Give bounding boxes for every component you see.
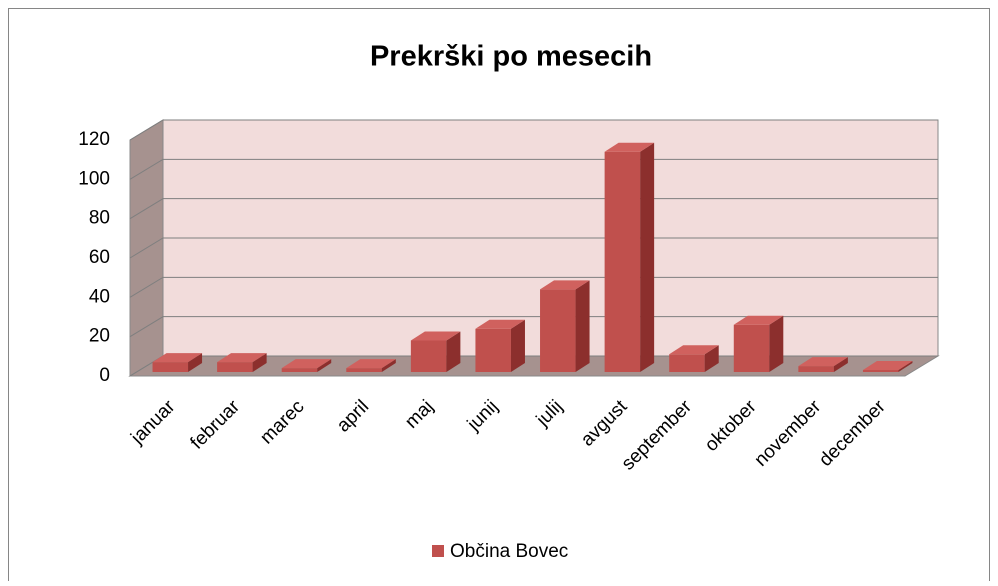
bar	[669, 345, 719, 372]
bar-face	[862, 370, 899, 372]
grid-line	[129, 198, 938, 220]
bar	[152, 353, 203, 372]
bar-face	[798, 366, 834, 372]
bar-face	[898, 361, 913, 372]
grid-line	[129, 237, 938, 259]
bar-face	[862, 361, 913, 371]
bar-face	[281, 359, 332, 369]
y-tick-label: 60	[89, 247, 110, 268]
bar-face	[669, 354, 705, 372]
bar-face	[604, 142, 655, 152]
bar-face	[833, 357, 848, 372]
bar-face	[188, 353, 203, 372]
bar	[540, 280, 590, 372]
legend-label: Občina Bovec	[450, 541, 568, 562]
bar-face	[704, 345, 719, 372]
y-tick-label: 100	[78, 168, 110, 189]
bar-face	[217, 362, 253, 372]
bar-face	[410, 331, 461, 341]
grid-line	[129, 276, 938, 298]
y-tick-label: 80	[89, 208, 110, 229]
grid-line	[129, 316, 938, 338]
bar-face	[381, 359, 396, 372]
grid-line	[129, 158, 938, 180]
bar-face	[346, 368, 382, 372]
bar-face	[733, 324, 770, 372]
bar-face	[733, 315, 784, 325]
bar-face	[217, 353, 267, 363]
bar-face	[510, 319, 525, 372]
bar	[604, 142, 655, 372]
bar-face	[317, 359, 332, 372]
bar	[798, 357, 848, 372]
bar	[217, 353, 267, 372]
grid-line	[129, 119, 938, 141]
bar-face	[640, 142, 655, 372]
bar-face	[540, 289, 576, 372]
bar-face	[475, 319, 525, 329]
bar	[862, 361, 913, 372]
bar	[346, 359, 396, 372]
bar-face	[540, 280, 590, 290]
legend-swatch	[432, 545, 444, 557]
bar-face	[252, 353, 267, 372]
chart-title: Prekrški po mesecih	[370, 41, 652, 73]
bar-face	[669, 345, 719, 355]
bar-face	[798, 357, 848, 367]
bar	[410, 331, 461, 372]
bar-face	[475, 328, 511, 372]
bar	[733, 315, 784, 372]
bar-face	[281, 368, 318, 372]
bar-face	[769, 315, 784, 372]
bar-face	[575, 280, 590, 372]
bar-face	[346, 359, 396, 369]
bar-face	[446, 331, 461, 372]
bar-face	[152, 353, 203, 363]
bar-face	[152, 362, 189, 372]
bar-face	[410, 340, 447, 372]
y-tick-label: 20	[89, 326, 110, 347]
bar	[475, 319, 525, 372]
y-tick-label: 40	[89, 286, 110, 307]
bar-face	[604, 151, 641, 372]
y-tick-label: 120	[78, 129, 110, 150]
bar	[281, 359, 332, 372]
y-tick-label: 0	[99, 365, 110, 386]
